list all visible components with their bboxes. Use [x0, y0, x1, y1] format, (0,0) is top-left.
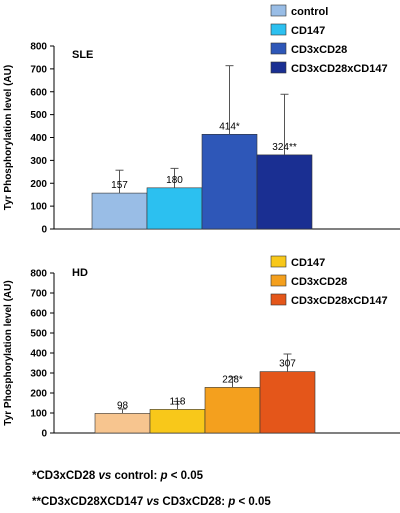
- footnote-1-p: p: [160, 470, 168, 482]
- y-tick-label: 400: [30, 133, 47, 144]
- y-tick-label: 500: [30, 329, 47, 340]
- y-tick-label: 100: [30, 409, 47, 420]
- legend-entry: control: [291, 6, 328, 18]
- y-tick-label: 500: [30, 110, 47, 121]
- footnote-1-prefix: *CD3xCD28: [32, 470, 99, 482]
- footnote-2-tail: < 0.05: [235, 496, 271, 508]
- y-tick-label: 600: [30, 309, 47, 320]
- legend-entry: CD3xCD28: [291, 276, 347, 288]
- y-tick-label: 200: [30, 389, 47, 400]
- footnote-1-suffix: control:: [111, 470, 161, 482]
- bar-control: [91, 192, 148, 230]
- legend-entry: CD3xCD28xCD147: [291, 63, 388, 75]
- bar-data-label: 324**: [272, 142, 297, 153]
- bar-data-label: 414*: [219, 121, 240, 132]
- legend-swatch: [270, 23, 287, 36]
- bar-cd147: [149, 409, 206, 434]
- legend-entry: CD3xCD28xCD147: [291, 295, 388, 307]
- y-tick-label: 600: [30, 87, 47, 98]
- bar-data-label: 118: [170, 396, 186, 407]
- bar-cd3xcd28xcd147: [259, 371, 316, 434]
- footnote-2-suffix: CD3xCD28:: [159, 496, 229, 508]
- bar-data-label: 307: [279, 359, 296, 370]
- y-tick-label: 300: [30, 369, 47, 380]
- y-axis-label: Tyr Phosphorylation level (AU): [3, 65, 14, 210]
- y-tick-label: 200: [30, 179, 47, 190]
- panel-label: HD: [72, 267, 88, 279]
- legend-swatch: [270, 4, 287, 17]
- legend-entry: CD147: [291, 257, 325, 269]
- y-tick-label: 400: [30, 349, 47, 360]
- bar-data-label: 180: [166, 175, 183, 186]
- legend-swatch: [270, 274, 287, 287]
- footnote-2: **CD3xCD28XCD147 vs CD3xCD28: p < 0.05: [32, 496, 271, 508]
- bar-cd3xcd28: [201, 133, 258, 230]
- y-tick-label: 700: [30, 64, 47, 75]
- y-tick-label: 300: [30, 156, 47, 167]
- footnote-2-vs: vs: [146, 496, 160, 508]
- bar-control: [94, 413, 151, 434]
- panel-label: SLE: [72, 49, 93, 61]
- legend-swatch: [270, 61, 287, 74]
- legend-entry: CD3xCD28: [291, 44, 347, 56]
- legend-swatch: [270, 42, 287, 55]
- footnote-2-p: p: [228, 496, 236, 508]
- y-tick-label: 0: [41, 429, 47, 440]
- footnote-2-prefix: **CD3xCD28XCD147: [32, 496, 147, 508]
- footnote-1: *CD3xCD28 vs control: p < 0.05: [32, 470, 203, 482]
- legend-entry: CD147: [291, 25, 325, 37]
- y-axis-label: Tyr Phosphorylation level (AU): [3, 280, 14, 425]
- bar-cd3xcd28: [204, 387, 261, 434]
- legend-swatch: [270, 293, 287, 306]
- y-tick-label: 100: [30, 202, 47, 213]
- bar-data-label: 157: [111, 180, 128, 191]
- y-tick-label: 700: [30, 289, 47, 300]
- bar-data-label: 228*: [222, 374, 243, 385]
- bar-cd147: [146, 187, 203, 230]
- footnote-1-tail: < 0.05: [167, 470, 204, 482]
- y-tick-label: 0: [41, 225, 47, 236]
- y-tick-label: 800: [30, 42, 47, 53]
- bar-cd3xcd28xcd147: [256, 154, 313, 230]
- bar-data-label: 98: [117, 400, 129, 411]
- footnote-1-vs: vs: [98, 470, 112, 482]
- legend-swatch: [270, 255, 287, 268]
- y-tick-label: 800: [30, 269, 47, 280]
